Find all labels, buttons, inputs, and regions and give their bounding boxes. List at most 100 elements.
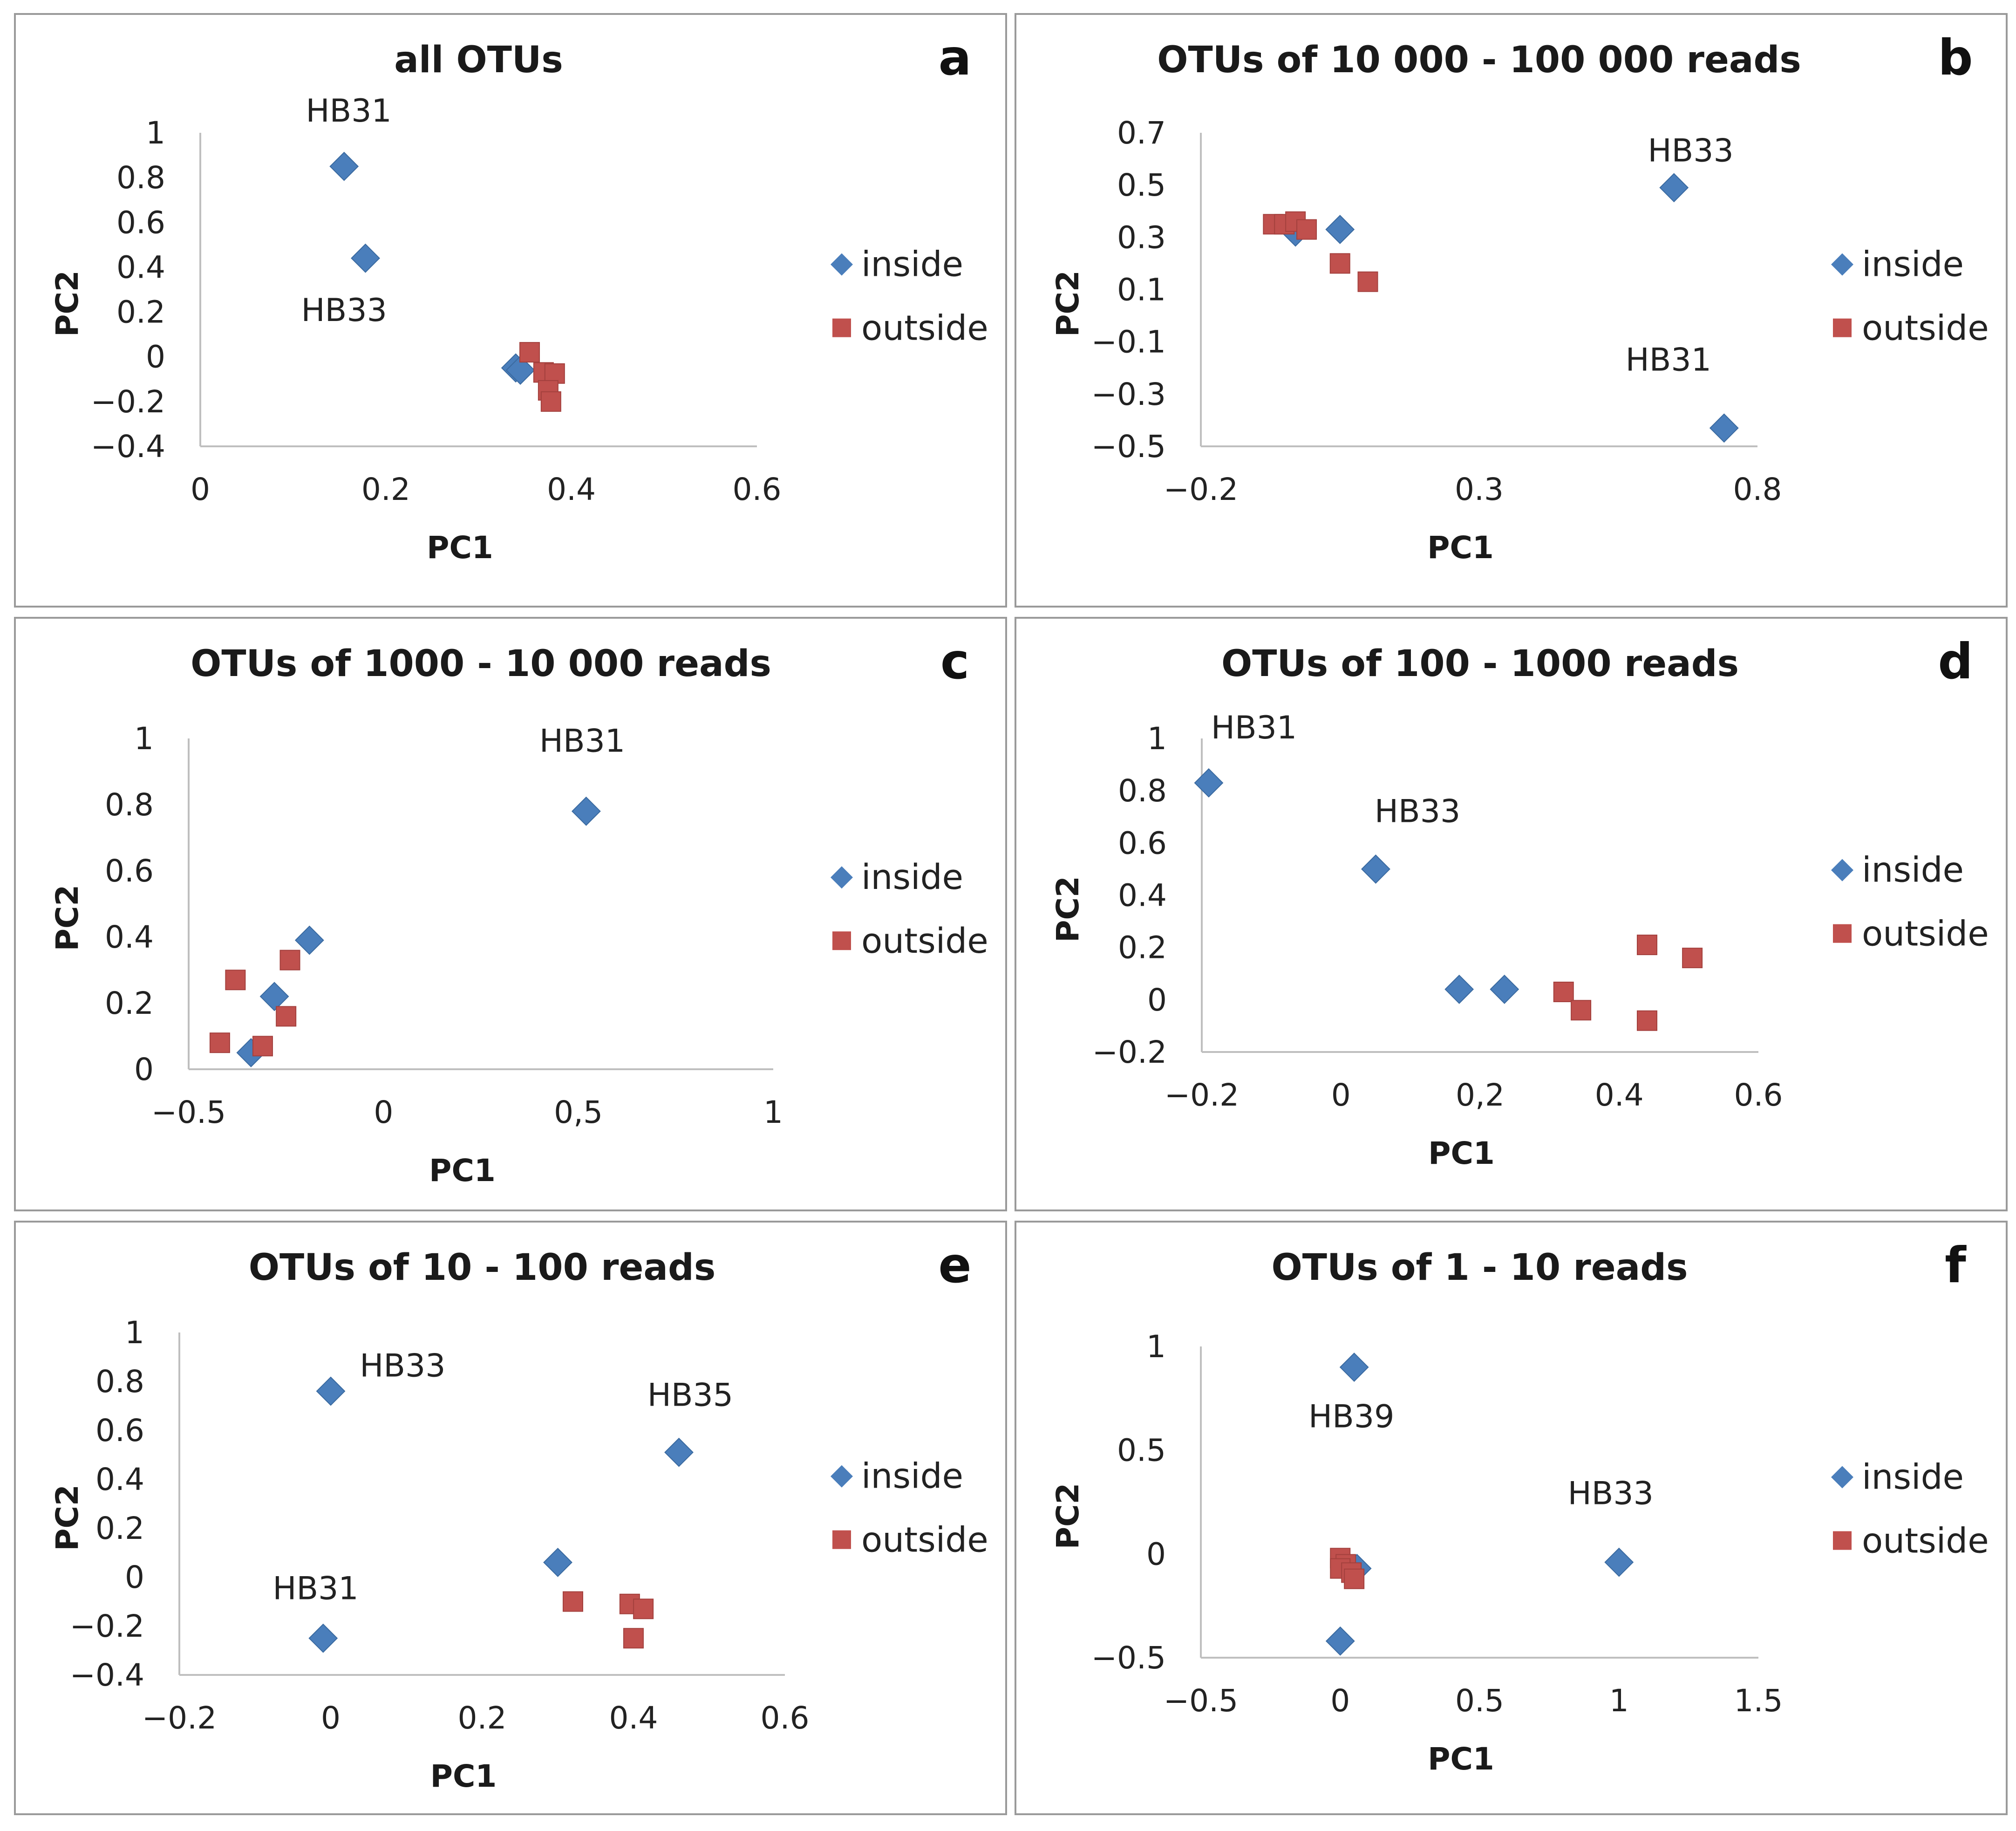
data-point-inside <box>571 796 601 826</box>
data-point-inside <box>1709 413 1739 443</box>
data-point-inside <box>1361 854 1390 884</box>
panel-a: all OTUs a 1 0.8 0.6 0.4 0.2 0 −0.2 −0.4 0 0.2 0.4 0.… <box>14 13 1007 608</box>
y-tick-label: 0.6 <box>95 1413 144 1448</box>
legend-inside-label: inside <box>861 245 963 285</box>
panel-frame <box>14 13 1007 608</box>
legend-outside-label: outside <box>1862 914 1989 954</box>
y-tick-label: 0.4 <box>116 249 165 285</box>
panel-letter: d <box>1938 633 1973 690</box>
data-point-inside <box>1339 1353 1369 1382</box>
data-point-inside <box>1490 974 1519 1004</box>
data-point-outside <box>563 1591 583 1612</box>
point-label: HB31 <box>539 723 625 759</box>
x-tick-label: 0 <box>1330 1683 1350 1719</box>
legend-inside-marker <box>831 866 853 889</box>
legend: inside outside <box>831 1456 988 1560</box>
data-point-inside <box>316 1376 346 1406</box>
panel-frame <box>1015 617 2008 1211</box>
y-axis-title: PC2 <box>49 1484 85 1551</box>
x-tick-label: 0.4 <box>609 1700 658 1736</box>
data-point-inside <box>1659 173 1689 203</box>
y-tick-label: 0.8 <box>1118 773 1167 809</box>
legend-inside-marker <box>1831 859 1853 881</box>
panel-letter: f <box>1945 1237 1967 1294</box>
data-point-outside <box>540 391 561 412</box>
legend-outside-marker <box>832 318 851 337</box>
data-point-outside <box>252 1036 273 1057</box>
legend-inside-marker <box>831 1465 853 1488</box>
legend-inside-marker <box>1831 1466 1853 1489</box>
panel-letter: b <box>1938 29 1973 86</box>
x-tick-label: 0 <box>191 471 210 507</box>
x-tick-label: −0.5 <box>151 1094 226 1130</box>
data-point-outside <box>519 342 540 363</box>
x-tick-label: 1 <box>763 1094 783 1130</box>
legend-inside-marker <box>831 253 853 276</box>
y-tick-label: 1 <box>1147 721 1167 757</box>
data-point-outside <box>544 363 565 384</box>
y-tick-label: 0.8 <box>105 787 154 823</box>
y-tick-label: −0.5 <box>1091 1640 1166 1676</box>
legend-outside-label: outside <box>861 1520 988 1560</box>
point-label: HB31 <box>272 1570 358 1607</box>
y-tick-label: −0.2 <box>91 384 165 420</box>
panel-letter: e <box>938 1237 971 1294</box>
panel-frame <box>1015 13 2008 608</box>
point-label: HB33 <box>301 292 387 329</box>
x-tick-label: 0 <box>321 1700 341 1736</box>
data-point-inside <box>1604 1547 1634 1577</box>
y-tick-label: 0.2 <box>1118 930 1167 966</box>
legend-inside-label: inside <box>861 1456 963 1496</box>
data-point-inside <box>1194 768 1224 798</box>
y-tick-label: 0.8 <box>116 160 165 196</box>
data-point-inside <box>1325 215 1355 244</box>
data-point-inside <box>351 243 380 273</box>
data-point-outside <box>1344 1568 1365 1589</box>
y-tick-label: 0.3 <box>1117 219 1166 255</box>
y-tick-label: −0.3 <box>1091 376 1166 412</box>
legend-inside-label: inside <box>1862 245 1964 285</box>
legend-inside-marker <box>1831 253 1853 276</box>
data-point-outside <box>279 950 300 970</box>
data-point-inside <box>1444 974 1474 1004</box>
data-point-outside <box>623 1628 644 1649</box>
x-tick-label: 0.6 <box>761 1700 810 1736</box>
y-tick-label: −0.5 <box>1091 429 1166 465</box>
y-tick-label: 0.2 <box>116 294 165 330</box>
data-point-outside <box>1296 219 1317 240</box>
panel-f: OTUs of 1 - 10 reads f 1 0.5 0 −0.5 −0.5 0 0.5 1 1… <box>1015 1221 2008 1815</box>
x-axis-title: PC1 <box>1427 530 1494 566</box>
x-tick-label: 0.5 <box>1455 1683 1504 1719</box>
x-tick-label: 0,5 <box>554 1094 603 1130</box>
y-tick-label: 0 <box>134 1052 154 1087</box>
y-axis-title: PC2 <box>49 270 85 337</box>
x-axis-title: PC1 <box>430 1758 497 1794</box>
data-point-inside <box>505 355 535 385</box>
x-axis-title: PC1 <box>1428 1135 1495 1171</box>
y-tick-label: 0.5 <box>1117 1433 1166 1469</box>
legend-outside-marker <box>1833 1531 1852 1550</box>
y-tick-label: 0 <box>146 339 165 375</box>
data-point-outside <box>1637 1010 1657 1031</box>
data-point-outside <box>1637 935 1657 956</box>
y-tick-label: 0.6 <box>116 205 165 240</box>
point-label: HB35 <box>647 1377 733 1414</box>
data-point-outside <box>633 1599 654 1619</box>
y-tick-label: 1 <box>1146 1329 1166 1365</box>
x-tick-label: 0,2 <box>1456 1077 1505 1113</box>
y-tick-label: −0.1 <box>1091 324 1166 360</box>
legend-outside-marker <box>832 1530 851 1549</box>
panel-c: OTUs of 1000 - 10 000 reads c 1 0.8 0.6 0.4 0.… <box>14 617 1007 1211</box>
legend-outside-label: outside <box>861 921 988 961</box>
y-tick-label: 1 <box>125 1315 144 1351</box>
panel-b: OTUs of 10 000 - 100 000 reads b 0.7 0.5 0.3… <box>1015 13 2008 608</box>
legend-outside-marker <box>832 931 851 950</box>
legend-outside-marker <box>1833 318 1852 337</box>
point-label: HB31 <box>306 93 392 130</box>
x-tick-label: 0 <box>374 1094 393 1130</box>
panel-letter: a <box>939 29 972 86</box>
y-tick-label: 0 <box>1146 1536 1166 1572</box>
chart-title: OTUs of 1 - 10 reads <box>1271 1247 1688 1289</box>
y-tick-label: 0.2 <box>105 985 154 1021</box>
